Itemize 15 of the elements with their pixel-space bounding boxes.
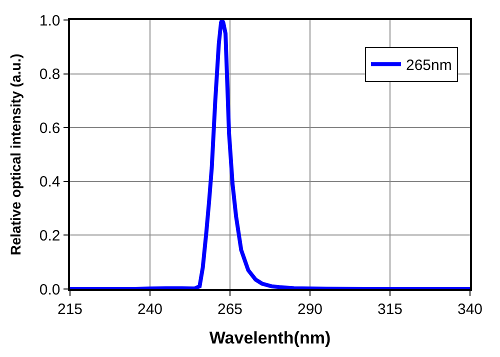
x-tick-label: 265 (217, 300, 243, 318)
x-tick-label: 290 (297, 300, 323, 318)
y-axis-title: Relative optical intensity (a.u.) (7, 54, 24, 256)
x-tick-label: 215 (57, 300, 83, 318)
y-tick-label: 0.4 (39, 174, 60, 191)
y-tick-label: 0.2 (39, 227, 60, 244)
y-tick-label: 0.0 (39, 281, 60, 298)
legend-label: 265nm (406, 57, 452, 74)
x-axis-title: Wavelenth(nm) (209, 328, 331, 348)
x-tick-label: 340 (457, 300, 483, 318)
y-tick-label: 0.8 (39, 66, 60, 84)
x-tick-label: 240 (137, 300, 163, 318)
y-tick-label: 1.0 (39, 12, 60, 30)
y-tick-label: 0.6 (39, 120, 60, 137)
x-tick-label: 315 (377, 300, 403, 318)
